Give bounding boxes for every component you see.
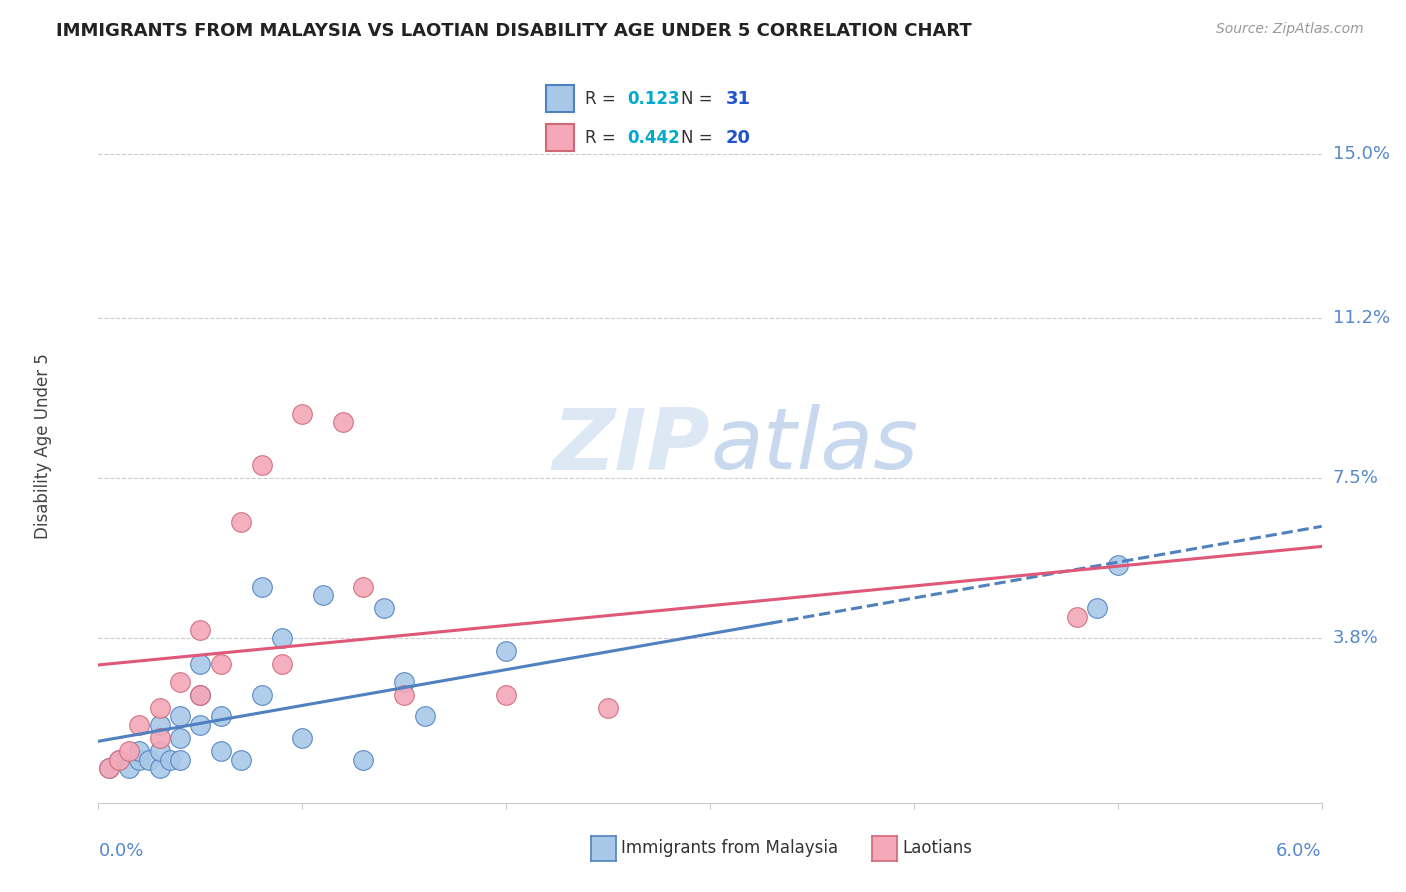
Text: 0.123: 0.123: [627, 90, 679, 108]
Point: [270, 657, 292, 672]
Point: [231, 753, 253, 767]
Text: ZIP: ZIP: [553, 404, 710, 488]
Text: 6.0%: 6.0%: [1277, 842, 1322, 860]
Point: [188, 623, 212, 637]
FancyBboxPatch shape: [546, 85, 574, 112]
Point: [149, 700, 172, 714]
Point: [128, 753, 150, 767]
Point: [169, 674, 191, 689]
Text: 15.0%: 15.0%: [1333, 145, 1389, 163]
Point: [159, 753, 181, 767]
Text: R =: R =: [585, 128, 621, 146]
Point: [97, 761, 120, 775]
Point: [598, 700, 620, 714]
Point: [413, 709, 436, 723]
Point: [108, 753, 131, 767]
Text: 0.442: 0.442: [627, 128, 681, 146]
Point: [1085, 601, 1108, 615]
Point: [392, 674, 416, 689]
Text: 11.2%: 11.2%: [1333, 310, 1391, 327]
Text: Immigrants from Malaysia: Immigrants from Malaysia: [621, 839, 838, 857]
Point: [231, 515, 253, 529]
Text: Disability Age Under 5: Disability Age Under 5: [34, 353, 52, 539]
Point: [495, 688, 517, 702]
Point: [250, 458, 273, 473]
Text: 7.5%: 7.5%: [1333, 469, 1379, 487]
Point: [149, 761, 172, 775]
Text: N =: N =: [681, 90, 717, 108]
Point: [188, 688, 212, 702]
Text: Laotians: Laotians: [903, 839, 973, 857]
Point: [149, 731, 172, 745]
Text: 20: 20: [725, 128, 751, 146]
Point: [188, 718, 212, 732]
Point: [373, 601, 395, 615]
Point: [291, 407, 314, 421]
Point: [188, 657, 212, 672]
Point: [250, 688, 273, 702]
Point: [352, 580, 374, 594]
Text: Source: ZipAtlas.com: Source: ZipAtlas.com: [1216, 22, 1364, 37]
Point: [1066, 610, 1088, 624]
Point: [169, 731, 191, 745]
Point: [352, 753, 374, 767]
Point: [138, 753, 160, 767]
Point: [108, 753, 131, 767]
Point: [128, 718, 150, 732]
Point: [118, 744, 141, 758]
Point: [270, 632, 292, 646]
Point: [311, 588, 335, 602]
Point: [209, 657, 232, 672]
Point: [495, 644, 517, 658]
Point: [209, 744, 232, 758]
Point: [250, 580, 273, 594]
Point: [332, 415, 354, 429]
Point: [188, 688, 212, 702]
Point: [209, 709, 232, 723]
Text: 31: 31: [725, 90, 751, 108]
Point: [97, 761, 120, 775]
Text: N =: N =: [681, 128, 717, 146]
Point: [1107, 558, 1129, 572]
Text: 0.0%: 0.0%: [98, 842, 143, 860]
Point: [149, 718, 172, 732]
Point: [149, 744, 172, 758]
Text: 3.8%: 3.8%: [1333, 630, 1378, 648]
Point: [169, 709, 191, 723]
Text: atlas: atlas: [710, 404, 918, 488]
Point: [128, 744, 150, 758]
Point: [291, 731, 314, 745]
Point: [169, 753, 191, 767]
Text: R =: R =: [585, 90, 621, 108]
Point: [392, 688, 416, 702]
Text: IMMIGRANTS FROM MALAYSIA VS LAOTIAN DISABILITY AGE UNDER 5 CORRELATION CHART: IMMIGRANTS FROM MALAYSIA VS LAOTIAN DISA…: [56, 22, 972, 40]
Point: [118, 761, 141, 775]
FancyBboxPatch shape: [546, 124, 574, 152]
